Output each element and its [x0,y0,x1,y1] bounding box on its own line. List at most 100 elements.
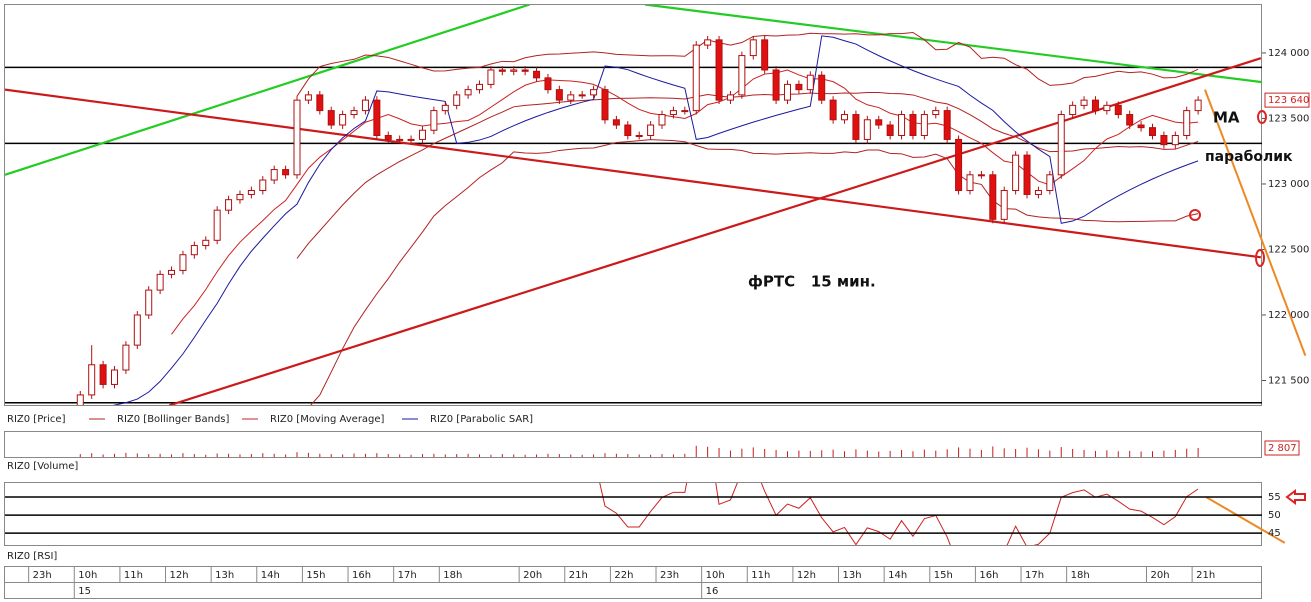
candle-body [270,169,278,181]
legend-label: RIZ0 [Bollinger Bands] [117,414,230,425]
candle-body [122,344,130,371]
x-tick-label: 11h [751,570,770,581]
candle-body [943,110,951,140]
date-label: 16 [706,586,719,597]
candle-body [829,99,837,121]
rsi-panel [4,482,1262,546]
candle-body [418,129,426,140]
price-panel [4,4,1262,406]
candle-body [1012,154,1020,192]
candle-body [852,114,860,140]
candle-body [841,114,849,121]
rsi-tick-label: 55 [1268,492,1281,503]
candle-body [453,94,461,106]
candle-body [361,99,369,112]
candle-body [909,114,917,136]
candle-body [567,94,575,101]
candle-body [601,89,609,121]
x-tick-label: 14h [261,570,280,581]
y-tick-label: 123 500 [1268,113,1309,124]
candle-body [213,209,221,241]
rsi-tick-label: 45 [1268,528,1281,539]
candle-body [578,94,586,97]
candle-body [88,364,96,396]
x-tick-label: 21h [569,570,588,581]
x-tick-label: 10h [706,570,725,581]
candle-body [1034,190,1042,195]
x-tick-label: 13h [215,570,234,581]
panel-label: RIZ0 [RSI] [7,551,57,562]
candle-body [384,134,392,140]
x-tick-label: 12h [170,570,189,581]
x-tick-label: 10h [78,570,97,581]
y-tick-label: 124 000 [1268,48,1309,59]
candle-body [339,114,347,126]
candle-body [761,39,769,71]
price-tag [1264,92,1310,108]
candle-body [441,104,449,112]
candle-body [544,77,552,91]
candle-body [681,110,689,113]
candle-body [111,369,119,385]
bollinger-upper [296,31,1199,97]
annotation: MA [1213,109,1240,127]
candle-body [898,114,906,136]
x-tick-label: 23h [660,570,679,581]
candle-body [886,124,894,136]
x-tick-label: 17h [398,570,417,581]
candle-body [247,190,255,195]
x-tick-label: 22h [614,570,633,581]
candle-body [955,138,963,192]
legend-label: RIZ0 [Price] [7,414,66,425]
rsi-plot [599,483,1199,545]
candle-body [635,134,643,137]
candle-body [476,83,484,91]
annotation: параболик [1205,149,1293,165]
candle-body [190,245,198,256]
candle-body [704,39,712,46]
candle-body [920,114,928,136]
x-tick-label: 23h [33,570,52,581]
candle-body [293,99,301,176]
candle-body [738,55,746,96]
legend-label: RIZ0 [Parabolic SAR] [430,414,533,425]
volume-panel [4,431,1262,458]
candle-body [1171,134,1179,146]
candle-body [133,314,141,346]
candle-body [1091,99,1099,112]
candle-body [373,99,381,136]
marker-circle [1189,209,1201,221]
rsi-line [599,483,1199,545]
candle-body [932,110,940,116]
x-tick-label: 18h [1071,570,1090,581]
marker-circle [1257,110,1267,124]
arrow [1204,89,1307,356]
candle-body [407,138,415,141]
candle-body [145,289,153,316]
candle-body [647,124,655,136]
candle-body [1137,124,1145,129]
x-tick-label: 12h [797,570,816,581]
candle-body [327,110,335,126]
candle-body [156,273,164,291]
candle-body [875,119,883,126]
marker-arrow [1285,489,1306,505]
overlay: 121 500 122 000 122 500 123 000 123 500 124 0… [5,48,1310,598]
candle-body [1069,104,1077,116]
candle-body [1046,174,1054,192]
candle-body [430,110,438,131]
candle-body [806,74,814,91]
volume-plot [79,445,1199,457]
y-tick-label: 122 000 [1268,310,1309,321]
volume-tag-label: 2 807 [1268,443,1297,454]
candle-body [1126,114,1134,126]
candle-body [989,174,997,220]
candle-body [498,69,506,72]
date-label: 15 [78,586,91,597]
candle-body [1000,190,1008,220]
candle-body [795,83,803,91]
candle-body [259,179,267,192]
bollinger-mid [296,91,1199,259]
candle-body [715,39,723,101]
candle-body [487,69,495,85]
